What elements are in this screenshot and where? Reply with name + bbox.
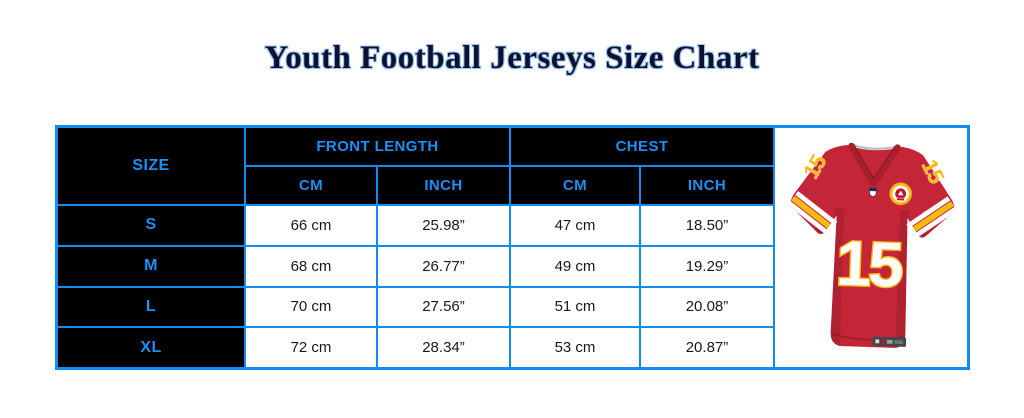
jersey-body — [790, 144, 955, 348]
chest-number: 15 — [835, 229, 904, 301]
value-chest-inch-l: 20.08” — [641, 287, 773, 327]
value-chest-inch-m: 19.29” — [641, 246, 773, 286]
value-front-inch-s: 25.98” — [378, 206, 509, 245]
value-front-cm-m: 68 cm — [246, 246, 376, 286]
jersey-image: 15 15 15 — [776, 129, 966, 366]
value-chest-inch-xl: 20.87” — [641, 328, 773, 367]
value-front-cm-xl: 72 cm — [246, 328, 376, 367]
v-neck-inner-line — [853, 145, 896, 180]
v-neck-collar — [848, 142, 901, 187]
size-label-m: M — [58, 246, 244, 286]
size-label-l: L — [58, 287, 244, 327]
nfl-shield-logo — [869, 187, 877, 198]
front-cm-subheader: CM — [246, 167, 376, 204]
value-chest-inch-s: 18.50” — [641, 206, 773, 245]
team-patch-logo — [889, 182, 913, 206]
size-chart-table: SIZE FRONT LENGTH CHEST CM INCH CM INCH … — [55, 125, 970, 370]
value-front-inch-xl: 28.34” — [378, 328, 509, 367]
jersey-photo-cell: 15 15 15 — [775, 128, 967, 367]
collar-back-edge — [851, 143, 898, 150]
chest-group-header: CHEST — [511, 128, 773, 165]
size-label-s: S — [58, 206, 244, 245]
football-jersey-graphic: 15 15 15 — [787, 142, 957, 349]
nike-swoosh-icon — [921, 203, 944, 216]
value-chest-cm-l: 51 cm — [511, 287, 639, 327]
page-title: Youth Football Jerseys Size Chart — [264, 40, 760, 76]
value-front-cm-l: 70 cm — [246, 287, 376, 327]
front-inch-subheader: INCH — [378, 167, 509, 204]
front-length-group-header: FRONT LENGTH — [246, 128, 509, 165]
value-chest-cm-xl: 53 cm — [511, 328, 639, 367]
chest-inch-subheader: INCH — [641, 167, 773, 204]
jock-tag — [872, 336, 907, 347]
value-chest-cm-m: 49 cm — [511, 246, 639, 286]
chest-cm-subheader: CM — [511, 167, 639, 204]
size-column-header: SIZE — [58, 128, 244, 204]
value-front-inch-m: 26.77” — [378, 246, 509, 286]
value-front-inch-l: 27.56” — [378, 287, 509, 327]
size-label-xl: XL — [58, 328, 244, 367]
value-front-cm-s: 66 cm — [246, 206, 376, 245]
value-chest-cm-s: 47 cm — [511, 206, 639, 245]
